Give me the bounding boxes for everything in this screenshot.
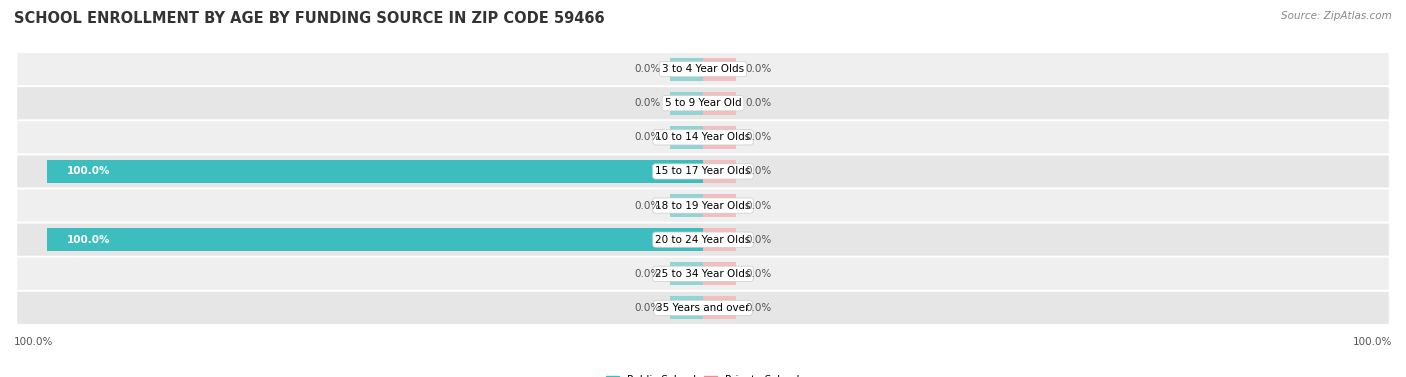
Bar xyxy=(703,228,735,251)
Text: 0.0%: 0.0% xyxy=(745,269,772,279)
Text: 0.0%: 0.0% xyxy=(745,64,772,74)
Text: 0.0%: 0.0% xyxy=(634,64,661,74)
Text: 0.0%: 0.0% xyxy=(745,303,772,313)
Text: 10 to 14 Year Olds: 10 to 14 Year Olds xyxy=(655,132,751,143)
Bar xyxy=(703,58,735,81)
FancyBboxPatch shape xyxy=(17,190,1389,222)
FancyBboxPatch shape xyxy=(17,292,1389,324)
Text: 35 Years and over: 35 Years and over xyxy=(657,303,749,313)
Bar xyxy=(703,194,735,217)
Bar xyxy=(671,92,703,115)
Bar xyxy=(671,262,703,285)
Text: 0.0%: 0.0% xyxy=(634,132,661,143)
Text: 0.0%: 0.0% xyxy=(745,201,772,211)
Bar xyxy=(703,296,735,319)
Text: 100.0%: 100.0% xyxy=(66,166,110,176)
Text: 0.0%: 0.0% xyxy=(634,269,661,279)
FancyBboxPatch shape xyxy=(17,87,1389,119)
Text: 100.0%: 100.0% xyxy=(14,337,53,347)
Text: 3 to 4 Year Olds: 3 to 4 Year Olds xyxy=(662,64,744,74)
Text: 18 to 19 Year Olds: 18 to 19 Year Olds xyxy=(655,201,751,211)
FancyBboxPatch shape xyxy=(17,258,1389,290)
Bar xyxy=(703,160,735,183)
Bar xyxy=(703,262,735,285)
Legend: Public School, Private School: Public School, Private School xyxy=(602,371,804,377)
Text: 0.0%: 0.0% xyxy=(745,234,772,245)
Text: 100.0%: 100.0% xyxy=(1353,337,1392,347)
Text: 0.0%: 0.0% xyxy=(634,201,661,211)
Text: 0.0%: 0.0% xyxy=(745,132,772,143)
Text: 100.0%: 100.0% xyxy=(66,234,110,245)
Text: 25 to 34 Year Olds: 25 to 34 Year Olds xyxy=(655,269,751,279)
FancyBboxPatch shape xyxy=(17,224,1389,256)
Text: 0.0%: 0.0% xyxy=(745,166,772,176)
Text: SCHOOL ENROLLMENT BY AGE BY FUNDING SOURCE IN ZIP CODE 59466: SCHOOL ENROLLMENT BY AGE BY FUNDING SOUR… xyxy=(14,11,605,26)
Text: Source: ZipAtlas.com: Source: ZipAtlas.com xyxy=(1281,11,1392,21)
Bar xyxy=(46,160,703,183)
Text: 0.0%: 0.0% xyxy=(634,303,661,313)
Text: 20 to 24 Year Olds: 20 to 24 Year Olds xyxy=(655,234,751,245)
Bar xyxy=(703,92,735,115)
FancyBboxPatch shape xyxy=(17,121,1389,153)
Text: 0.0%: 0.0% xyxy=(745,98,772,108)
FancyBboxPatch shape xyxy=(17,155,1389,187)
FancyBboxPatch shape xyxy=(17,53,1389,85)
Text: 15 to 17 Year Olds: 15 to 17 Year Olds xyxy=(655,166,751,176)
Bar xyxy=(671,126,703,149)
Bar xyxy=(671,194,703,217)
Bar xyxy=(46,228,703,251)
Text: 0.0%: 0.0% xyxy=(634,98,661,108)
Text: 5 to 9 Year Old: 5 to 9 Year Old xyxy=(665,98,741,108)
Bar xyxy=(703,126,735,149)
Bar xyxy=(671,296,703,319)
Bar xyxy=(671,58,703,81)
